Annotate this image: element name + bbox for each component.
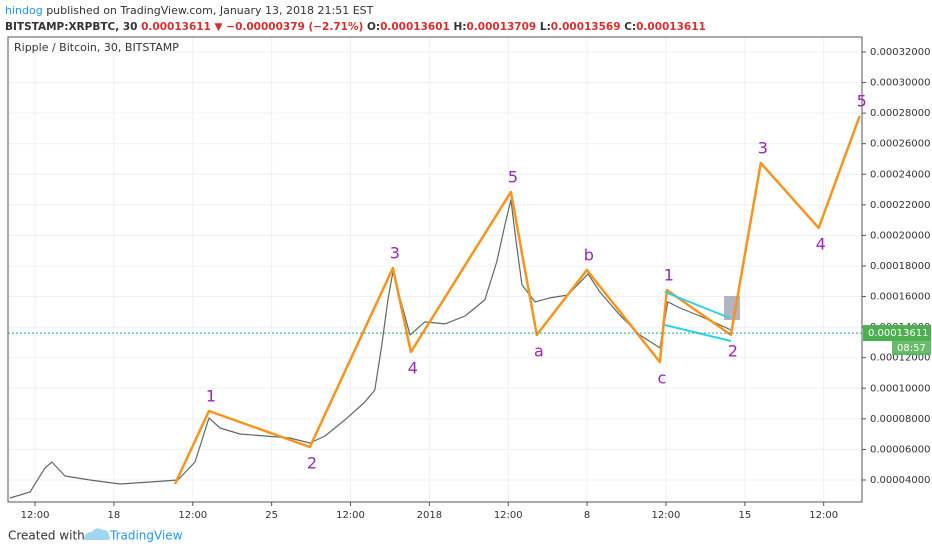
- series-line: [9, 199, 732, 499]
- chart-title: Ripple / Bitcoin, 30, BITSTAMP: [14, 41, 179, 54]
- y-tick-label: 0.00004000: [870, 475, 930, 486]
- header: hindog published on TradingView.com, Jan…: [5, 3, 706, 35]
- price-box: [863, 325, 931, 342]
- ohlc-key: H:: [453, 21, 467, 33]
- x-tick-label: 8: [584, 510, 590, 521]
- time-label: 08:57: [897, 343, 926, 354]
- ohlc-value: 0.00013709: [466, 21, 537, 33]
- y-tick-label: 0.00010000: [870, 383, 930, 394]
- ohlc-value: 0.00013569: [550, 21, 621, 33]
- logo: [84, 528, 111, 540]
- symbol: BITSTAMP:XRPBTC, 30: [5, 21, 138, 33]
- x-tick-label: 12:00: [652, 510, 681, 521]
- y-tick-label: 0.00012000: [870, 353, 930, 364]
- ohlc-value: 0.00013611: [636, 21, 706, 33]
- series-line: [173, 115, 861, 485]
- change: −0.00000379 (−2.71%): [226, 21, 364, 33]
- x-tick-label: 12:00: [809, 510, 838, 521]
- wave-label: a: [534, 341, 544, 360]
- wave-label: 1: [664, 265, 674, 284]
- wave-label: 4: [408, 359, 418, 378]
- wave-label: 3: [390, 243, 400, 262]
- wave-label: 5: [508, 168, 518, 187]
- last: 0.00013611: [141, 21, 211, 33]
- ohlc: O:0.00013601 H:0.00013709 L:0.00013569 C…: [367, 21, 706, 33]
- y-tick-label: 0.00006000: [870, 444, 930, 455]
- x-tick-label: 12:00: [494, 510, 523, 521]
- published: published on TradingView.com, January 13…: [46, 4, 374, 17]
- ohlc-key: C:: [624, 21, 637, 33]
- created-with: Created with: [8, 529, 85, 543]
- wave-label: b: [584, 245, 594, 264]
- x-tick-label: 12:00: [336, 510, 365, 521]
- y-tick-label: 0.00024000: [870, 169, 930, 180]
- y-tick-label: 0.00016000: [870, 292, 930, 303]
- author: hindog: [5, 4, 43, 17]
- x-tick-label: 18: [108, 510, 121, 521]
- x-tick-label: 12:00: [21, 510, 50, 521]
- arrow: ▼: [214, 21, 223, 33]
- wave-label: 1: [206, 387, 216, 406]
- wave-label: 4: [816, 234, 826, 253]
- time-box: [892, 341, 931, 356]
- ohlc-value: 0.00013601: [380, 21, 450, 33]
- y-tick-label: 0.00008000: [870, 414, 930, 425]
- y-tick-label: 0.00030000: [870, 78, 930, 89]
- wave-label: c: [657, 368, 666, 387]
- plot-frame: [7, 36, 863, 503]
- quote-line: BITSTAMP:XRPBTC, 30 0.00013611 ▼ −0.0000…: [5, 19, 706, 35]
- y-tick-label: 0.00028000: [870, 108, 930, 119]
- footer: Created with TradingView: [8, 528, 183, 543]
- wave-label: 3: [758, 138, 768, 157]
- wave-label: 2: [307, 453, 317, 472]
- x-tick-label: 2018: [417, 510, 442, 521]
- wave-label: 5: [857, 92, 867, 111]
- series-line: [664, 291, 731, 319]
- x-tick-label: 15: [738, 510, 751, 521]
- ohlc-key: L:: [539, 21, 551, 33]
- y-tick-label: 0.00020000: [870, 230, 930, 241]
- brand: TradingView: [109, 529, 183, 543]
- x-tick-label: 25: [265, 510, 278, 521]
- wave-label: 2: [728, 341, 738, 360]
- x-tick-label: 12:00: [178, 510, 207, 521]
- grid: [8, 37, 862, 502]
- y-tick-label: 0.00026000: [870, 139, 930, 150]
- ohlc-key: O:: [366, 21, 381, 33]
- price-label: 0.00013611: [868, 328, 928, 339]
- header-line: hindog published on TradingView.com, Jan…: [5, 3, 706, 19]
- y-tick-label: 0.00022000: [870, 200, 930, 211]
- y-tick-label: 0.00018000: [870, 261, 930, 272]
- y-tick-label: 0.00032000: [870, 47, 930, 58]
